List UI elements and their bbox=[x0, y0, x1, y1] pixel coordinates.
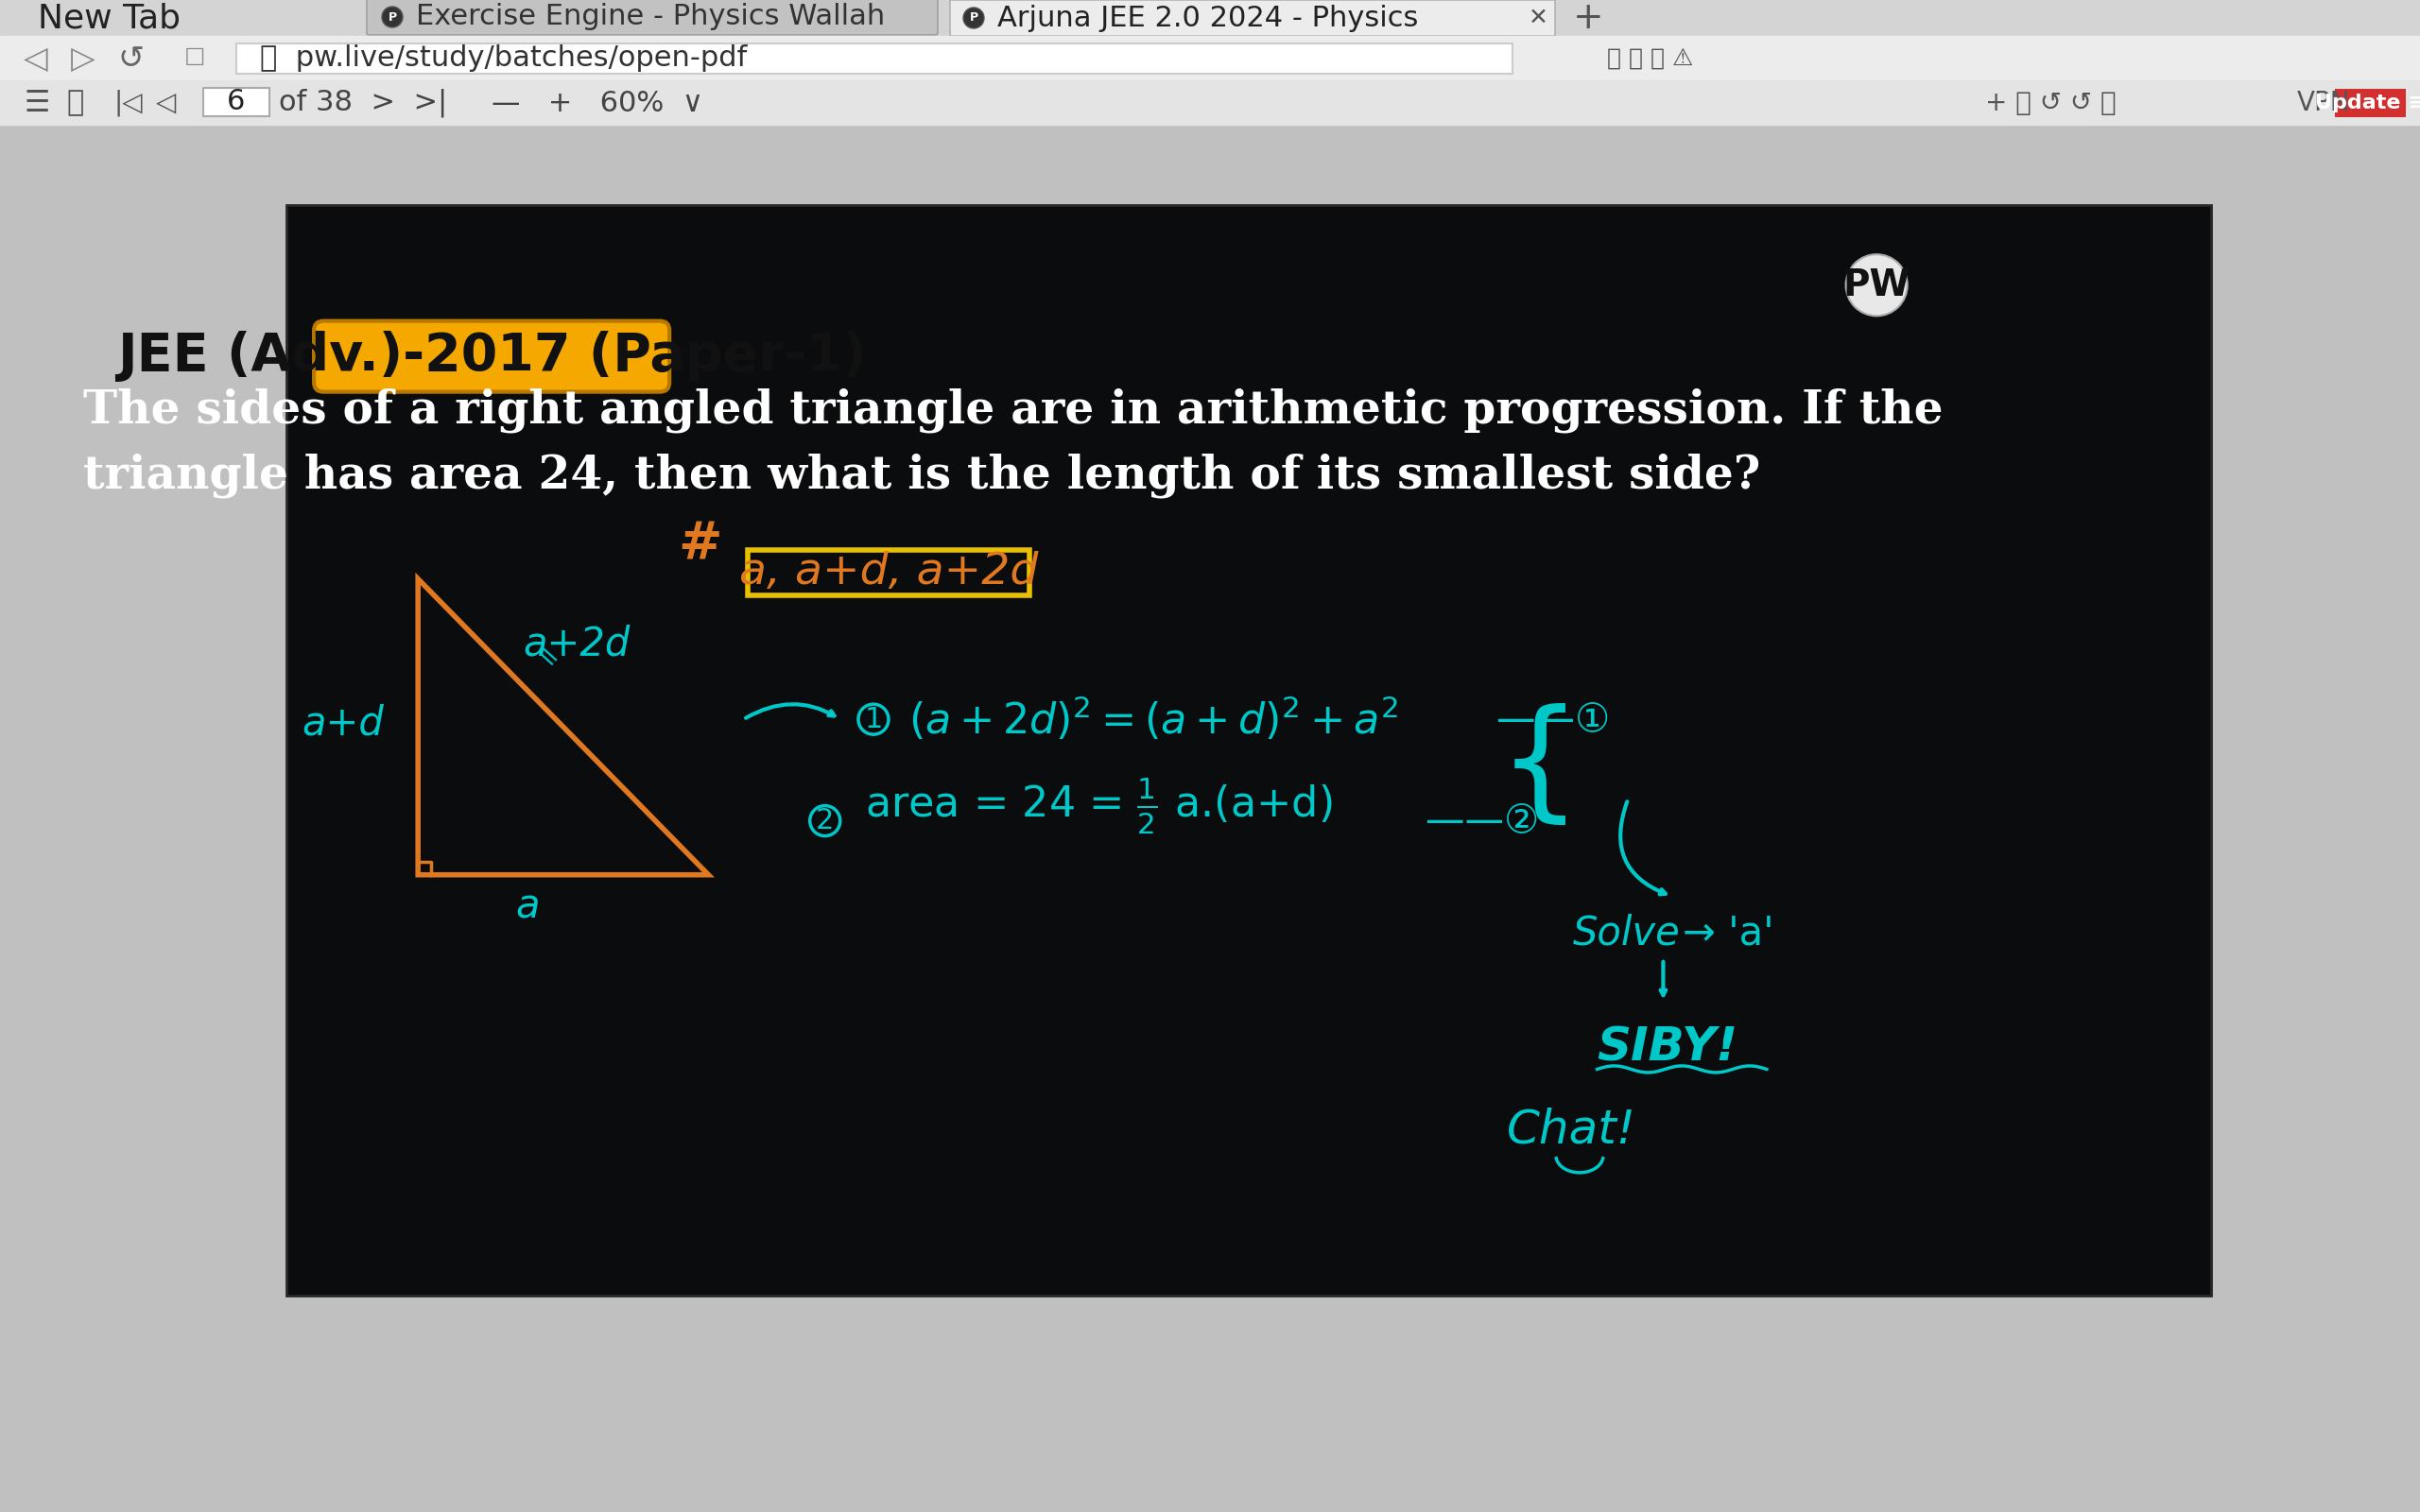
Text: #: # bbox=[678, 519, 721, 570]
Text: {: { bbox=[1498, 703, 1583, 830]
Bar bbox=[203, 88, 269, 116]
Text: P: P bbox=[970, 12, 978, 24]
Circle shape bbox=[963, 8, 985, 29]
Text: The sides of a right angled triangle are in arithmetic progression. If the: The sides of a right angled triangle are… bbox=[85, 389, 1943, 432]
Text: JEE (Adv.)-2017 (Paper-1): JEE (Adv.)-2017 (Paper-1) bbox=[116, 331, 866, 383]
FancyBboxPatch shape bbox=[951, 0, 1556, 36]
Bar bbox=[286, 206, 2212, 1296]
Text: Update ≡: Update ≡ bbox=[2314, 94, 2420, 112]
Text: ——①: ——① bbox=[1496, 700, 1609, 739]
Bar bbox=[237, 44, 1512, 74]
Text: 1: 1 bbox=[864, 706, 883, 733]
Text: a+2d: a+2d bbox=[523, 624, 629, 664]
Text: a, a+d, a+2d: a, a+d, a+2d bbox=[738, 552, 1038, 594]
Text: =: = bbox=[528, 641, 564, 677]
Bar bbox=[2335, 89, 2405, 118]
Text: +: + bbox=[1573, 0, 1604, 36]
FancyBboxPatch shape bbox=[368, 0, 939, 35]
Bar bbox=[748, 550, 1028, 596]
Text: 🔍: 🔍 bbox=[65, 89, 82, 116]
Text: New Tab: New Tab bbox=[39, 2, 182, 33]
Text: a: a bbox=[515, 888, 540, 927]
Text: |◁: |◁ bbox=[114, 89, 143, 116]
Text: → 'a': → 'a' bbox=[1682, 913, 1774, 953]
Text: $(a+2d)^2 = (a+d)^2 + a^2$: $(a+2d)^2 = (a+d)^2 + a^2$ bbox=[908, 696, 1399, 744]
Text: ⬛ 🔒 🛡 ⚠: ⬛ 🔒 🛡 ⚠ bbox=[1607, 47, 1694, 70]
Text: ✕: ✕ bbox=[1527, 6, 1549, 29]
FancyBboxPatch shape bbox=[315, 321, 670, 392]
Text: ▷: ▷ bbox=[70, 42, 94, 74]
Text: Exercise Engine - Physics Wallah: Exercise Engine - Physics Wallah bbox=[416, 3, 886, 30]
Text: Chat!: Chat! bbox=[1508, 1107, 1636, 1152]
Circle shape bbox=[382, 6, 402, 27]
Text: area = 24 = $\frac{1}{2}$ a.(a+d): area = 24 = $\frac{1}{2}$ a.(a+d) bbox=[864, 776, 1331, 836]
Text: SIBY!: SIBY! bbox=[1597, 1025, 1738, 1070]
Text: 6: 6 bbox=[227, 88, 244, 116]
Circle shape bbox=[1846, 254, 1907, 316]
Text: 2: 2 bbox=[816, 807, 835, 835]
Text: + ⬛ ↺ ↺ ⬜: + ⬛ ↺ ↺ ⬜ bbox=[1984, 89, 2115, 116]
Text: ——②: ——② bbox=[1425, 801, 1539, 841]
Text: of 38  >  >|: of 38 > >| bbox=[278, 89, 448, 118]
Text: ☰: ☰ bbox=[24, 89, 48, 116]
Text: ◁: ◁ bbox=[155, 89, 177, 116]
Text: —   +   60%  ∨: — + 60% ∨ bbox=[491, 89, 704, 116]
Text: Solve: Solve bbox=[1573, 913, 1679, 953]
Text: PW: PW bbox=[1844, 268, 1909, 302]
Text: triangle has area 24, then what is the length of its smallest side?: triangle has area 24, then what is the l… bbox=[85, 452, 1762, 497]
Text: a+d: a+d bbox=[302, 703, 385, 744]
Text: Arjuna JEE 2.0 2024 - Physics: Arjuna JEE 2.0 2024 - Physics bbox=[997, 5, 1418, 32]
Text: ◁: ◁ bbox=[24, 42, 48, 74]
Text: ↺: ↺ bbox=[119, 42, 145, 74]
Text: ☐: ☐ bbox=[184, 47, 206, 70]
Text: ⛓  pw.live/study/batches/open-pdf: ⛓ pw.live/study/batches/open-pdf bbox=[259, 45, 748, 73]
Text: VPN: VPN bbox=[2297, 89, 2350, 116]
Text: P: P bbox=[387, 11, 397, 23]
